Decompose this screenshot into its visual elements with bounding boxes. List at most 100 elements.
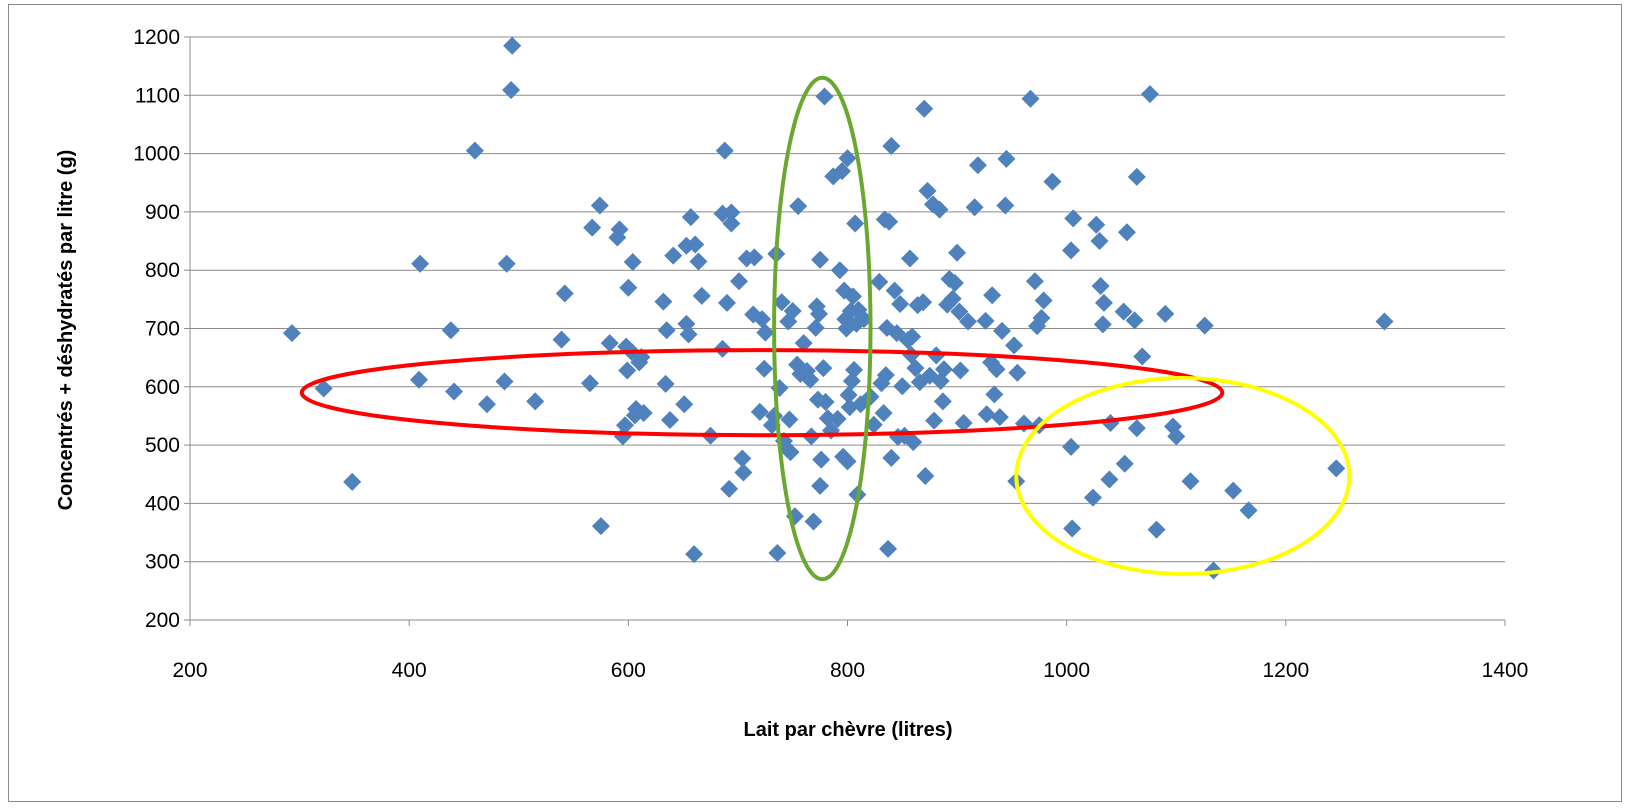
data-point <box>1140 85 1159 104</box>
data-point <box>772 293 791 312</box>
data-point <box>686 235 705 254</box>
data-point <box>839 385 858 404</box>
data-point <box>753 310 772 329</box>
y-tick-label: 1100 <box>135 84 180 107</box>
data-point <box>930 200 949 219</box>
annotation-ellipse <box>1014 376 1352 576</box>
data-point <box>933 392 952 411</box>
data-point <box>1127 419 1146 438</box>
data-point <box>945 274 964 293</box>
data-point <box>1181 472 1200 491</box>
data-point <box>950 302 969 321</box>
data-point <box>634 404 653 423</box>
data-point <box>664 246 683 265</box>
gridlines <box>190 36 1505 563</box>
data-point <box>812 450 831 469</box>
data-point <box>885 281 904 300</box>
data-point <box>1034 291 1053 310</box>
data-point <box>526 392 545 411</box>
data-point <box>1064 209 1083 228</box>
annotation-ellipse <box>772 75 873 582</box>
data-point <box>720 479 739 498</box>
data-point <box>846 214 865 233</box>
data-point <box>943 289 962 308</box>
data-point <box>441 321 460 340</box>
y-tick-label: 500 <box>145 434 180 457</box>
data-point <box>804 512 823 531</box>
data-point <box>918 181 937 200</box>
data-point <box>1094 293 1113 312</box>
data-point <box>893 377 912 396</box>
data-point <box>660 411 679 430</box>
data-point <box>734 463 753 482</box>
data-point <box>902 345 921 364</box>
data-point <box>477 395 496 414</box>
data-point <box>874 404 893 423</box>
data-point <box>1062 437 1081 456</box>
data-point <box>876 366 895 385</box>
data-point <box>925 411 944 430</box>
data-point <box>968 156 987 175</box>
data-point <box>445 382 464 401</box>
data-point <box>623 253 642 272</box>
y-tick-label: 1200 <box>133 26 180 49</box>
data-point <box>503 36 522 55</box>
data-point <box>1032 309 1051 328</box>
data-point <box>1147 520 1166 539</box>
data-point <box>1008 363 1027 382</box>
data-point <box>1093 315 1112 334</box>
data-point <box>717 293 736 312</box>
y-tick-label: 900 <box>145 201 180 224</box>
data-point <box>411 254 430 273</box>
data-point <box>801 370 820 389</box>
data-point <box>1043 172 1062 191</box>
data-point <box>583 218 602 237</box>
data-point <box>977 405 996 424</box>
data-point <box>656 374 675 393</box>
data-point <box>675 395 694 414</box>
data-point <box>1114 302 1133 321</box>
x-tick-label: 600 <box>611 659 646 682</box>
y-tick-label: 200 <box>145 609 180 632</box>
data-point <box>954 413 973 432</box>
data-point <box>750 402 769 421</box>
data-point <box>692 286 711 305</box>
data-point <box>997 149 1016 168</box>
data-point <box>552 330 571 349</box>
data-point <box>590 196 609 215</box>
data-point <box>733 449 752 468</box>
x-axis-title: Lait par chèvre (litres) <box>744 719 953 741</box>
data-point <box>610 220 629 239</box>
x-tick-label: 1200 <box>1262 659 1309 682</box>
data-point <box>993 321 1012 340</box>
x-tick-label: 1000 <box>1043 659 1090 682</box>
data-point <box>870 272 889 291</box>
data-point <box>619 278 638 297</box>
data-point <box>1091 276 1110 295</box>
data-point <box>1117 223 1136 242</box>
data-point <box>983 286 1002 305</box>
data-points <box>282 36 1394 580</box>
data-point <box>845 360 864 379</box>
data-point <box>904 433 923 452</box>
annotation-ellipse <box>299 348 1225 438</box>
data-point <box>1133 347 1152 366</box>
data-point <box>900 249 919 268</box>
data-point <box>555 284 574 303</box>
data-point <box>1087 215 1106 234</box>
data-point <box>1167 427 1186 446</box>
data-point <box>838 149 857 168</box>
data-point <box>948 243 967 262</box>
x-tick-label: 400 <box>392 659 427 682</box>
data-point <box>880 212 899 231</box>
x-tick-label: 1400 <box>1482 659 1529 682</box>
data-point <box>811 250 830 269</box>
data-point <box>927 346 946 365</box>
y-tick-label: 1000 <box>133 143 180 166</box>
x-tick-label: 200 <box>172 659 207 682</box>
data-point <box>915 99 934 118</box>
data-point <box>654 292 673 311</box>
data-point <box>934 360 953 379</box>
data-point <box>497 254 516 273</box>
data-point <box>1025 272 1044 291</box>
